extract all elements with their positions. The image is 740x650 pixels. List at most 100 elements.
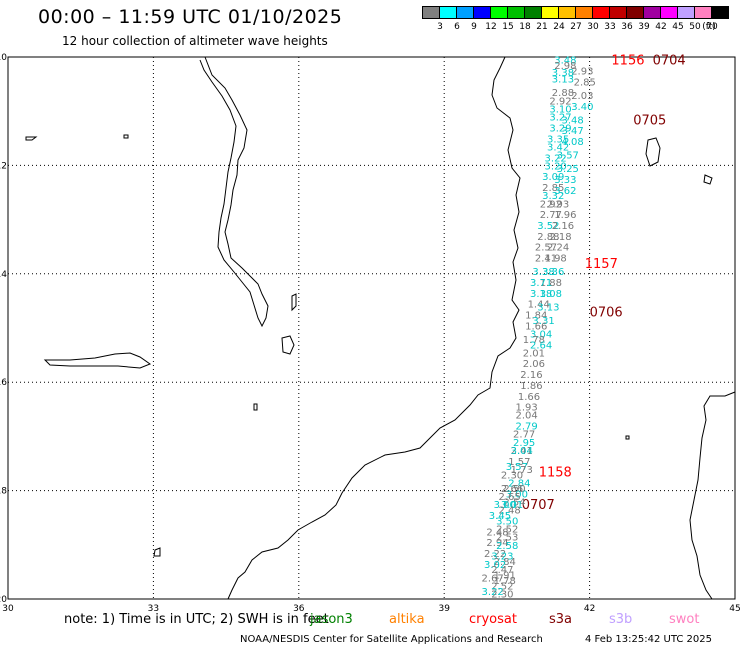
- pass-time-label: 1157: [585, 257, 618, 272]
- wave-height-label: 2.94: [486, 538, 508, 549]
- mission-label: jason3: [310, 612, 353, 627]
- wave-height-label: 3.38: [552, 68, 574, 79]
- wave-height-label: 3.29: [549, 123, 571, 134]
- legend-bin-label: 33: [604, 22, 616, 32]
- footer-note: note: 1) Time is in UTC; 2) SWH is in fe…: [64, 612, 329, 627]
- wave-height-label: 1.98: [545, 254, 567, 265]
- pass-time-label: 0704: [653, 54, 686, 69]
- wave-height-label: 2.53: [496, 533, 518, 544]
- wave-height-label: 3.04: [530, 329, 552, 340]
- wave-height-label: 2.48: [498, 506, 520, 517]
- wave-height-label: 3.02: [484, 560, 506, 571]
- legend-bin-label: 42: [655, 22, 667, 32]
- wave-height-label: 2.64: [530, 340, 552, 351]
- lat-tick-label: -16: [0, 378, 7, 388]
- wave-height-label: 2.57: [535, 243, 557, 254]
- wave-height-label: 2.67: [482, 573, 504, 584]
- wave-height-label: 2.85: [574, 77, 596, 88]
- wave-height-values: 3.482.982.933.383.13 2.852.882.032.92 3.40…: [482, 56, 596, 601]
- lat-tick-label: -12: [0, 161, 7, 171]
- wave-height-label: 2.65: [498, 492, 520, 503]
- legend-unit: (ft): [702, 22, 716, 32]
- pass-time-labels: 0704 1156 0705 1157 0706 1158 0707: [522, 54, 686, 513]
- wave-height-label: 1.66: [525, 321, 547, 332]
- pass-time-label: 0707: [522, 498, 555, 513]
- pass-time-label: 0706: [590, 306, 623, 321]
- wave-height-label: 2.03: [571, 91, 593, 102]
- wave-height-label: 1.57: [508, 457, 530, 468]
- legend-swatch: [711, 6, 729, 19]
- wave-height-label: 2.93: [547, 199, 569, 210]
- mission-label: s3a: [549, 612, 573, 627]
- legend-bin-label: 27: [570, 22, 582, 32]
- mission-label: cryosat: [469, 612, 517, 627]
- lon-tick-label: 33: [148, 604, 159, 614]
- wave-height-label: 3.13: [537, 302, 559, 313]
- wave-height-label: 2.48: [486, 527, 508, 538]
- legend-bin-label: 9: [471, 22, 477, 32]
- wave-height-label: 3.33: [554, 175, 576, 186]
- lat-lon-grid: [8, 57, 735, 599]
- wave-height-label: 3.01: [501, 500, 523, 511]
- legend-swatch: [541, 6, 559, 19]
- legend-swatch: [490, 6, 508, 19]
- wave-height-label: 3.35: [547, 134, 569, 145]
- legend-bin-label: 3: [437, 22, 443, 32]
- wave-height-label: 2.66: [501, 484, 523, 495]
- legend-swatch: [558, 6, 576, 19]
- wave-height-label: 3.45: [489, 511, 511, 522]
- wave-height-label: 3.08: [540, 289, 562, 300]
- wave-height-label: 3.50: [496, 516, 518, 527]
- wave-height-label: 3.57: [506, 462, 528, 473]
- wave-height-label: 1.84: [525, 310, 547, 321]
- wave-height-label: 2.93: [571, 67, 593, 78]
- wave-height-label: 3.71: [530, 278, 552, 289]
- wave-height-label: 2.77: [513, 430, 535, 441]
- wave-height-label: 2.47: [491, 565, 513, 576]
- page-subtitle: 12 hour collection of altimeter wave hei…: [62, 34, 328, 48]
- wave-height-label: 2.84: [508, 478, 530, 489]
- pass-time-label: 1158: [539, 466, 572, 481]
- legend-bin-label: 70: [706, 22, 718, 32]
- wave-height-label: 1.88: [540, 278, 562, 289]
- pass-time-label: 1156: [611, 54, 644, 69]
- wave-height-label: 3.25: [557, 164, 579, 175]
- lat-tick-label: -10: [0, 53, 7, 63]
- wave-height-label: 3.42: [547, 142, 569, 153]
- wave-height-label: 1.96: [554, 210, 576, 221]
- legend-swatch: [575, 6, 593, 19]
- wave-height-label: 2.88: [552, 88, 574, 99]
- legend-swatch: [456, 6, 474, 19]
- wave-height-label: 3.22: [482, 587, 504, 598]
- credit-line: NOAA/NESDIS Center for Satellite Applica…: [240, 634, 543, 645]
- wave-height-label: 2.18: [549, 232, 571, 243]
- legend-bin-label: 12: [485, 22, 497, 32]
- legend-swatch: [677, 6, 695, 19]
- legend-bin-label: 15: [502, 22, 514, 32]
- wave-height-label: 2.52: [491, 581, 513, 592]
- map-frame: [7, 56, 736, 600]
- wave-height-label: 3.27: [549, 113, 571, 124]
- wave-height-label: 3.47: [562, 126, 584, 137]
- wave-height-label: 3.22: [545, 153, 567, 164]
- legend-swatch: [592, 6, 610, 19]
- legend-swatch: [609, 6, 627, 19]
- wave-height-label: 1.44: [528, 300, 550, 311]
- lon-tick-label: 42: [584, 604, 595, 614]
- wave-height-label: 3.04: [511, 446, 533, 457]
- wave-height-label: 3.52: [537, 221, 559, 232]
- legend-bin-label: 45: [672, 22, 684, 32]
- wave-height-label: 3.36: [542, 267, 564, 278]
- wave-height-label: 3.57: [557, 151, 579, 162]
- lon-tick-label: 39: [438, 604, 450, 614]
- generated-timestamp: 4 Feb 13:25:42 UTC 2025: [585, 634, 712, 645]
- wave-height-label: 2.06: [523, 359, 545, 370]
- pass-time-label: 0705: [633, 113, 666, 128]
- lat-tick-label: -20: [0, 595, 7, 605]
- legend-swatch: [524, 6, 542, 19]
- legend-bin-label: 6: [454, 22, 460, 32]
- legend-bin-label: 30: [587, 22, 599, 32]
- wave-height-label: 2.77: [540, 210, 562, 221]
- wave-height-label: 2.88: [537, 232, 559, 243]
- wave-height-label: 2.41: [511, 446, 533, 457]
